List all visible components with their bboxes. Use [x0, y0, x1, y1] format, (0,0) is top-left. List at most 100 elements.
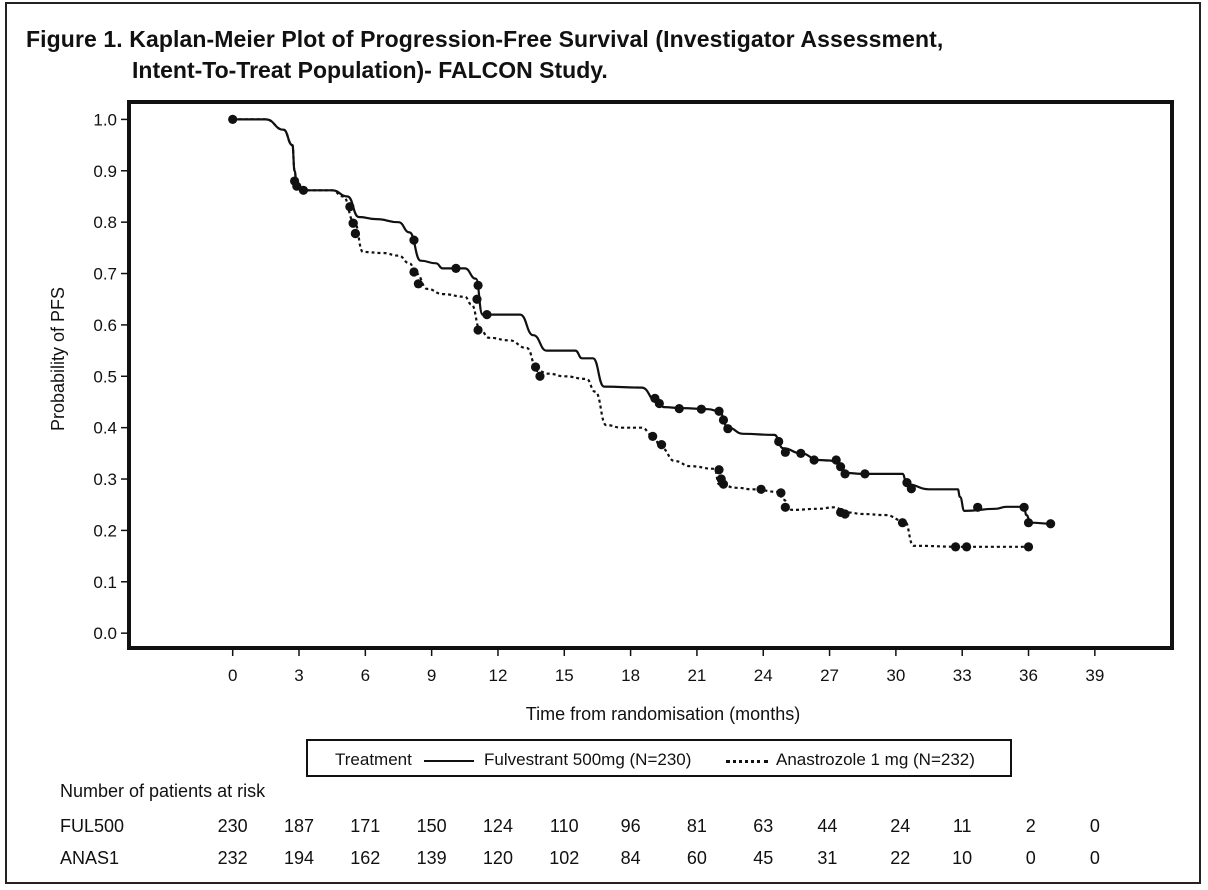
censor-mark-anastrozole: [1023, 542, 1034, 552]
legend-dashed-line-swatch: [726, 760, 768, 763]
risk-count: 120: [482, 848, 513, 868]
plot-area-border: [127, 100, 1174, 650]
x-tick-label: 0: [228, 666, 237, 685]
censor-mark-anastrozole: [530, 362, 541, 372]
figure-frame: [5, 2, 1201, 884]
censor-mark-anastrozole: [962, 542, 972, 552]
x-tick-label: 36: [1019, 666, 1038, 685]
censor-mark-fulvestrant: [473, 280, 483, 290]
censor-mark-fulvestrant: [696, 404, 706, 414]
risk-count: 11: [952, 816, 972, 836]
x-tick-label: 18: [621, 666, 640, 685]
censor-mark-anastrozole: [840, 509, 850, 519]
censor-mark-fulvestrant: [860, 469, 870, 479]
risk-count: 96: [620, 816, 641, 836]
censor-mark-fulvestrant: [831, 455, 841, 465]
y-axis: 0.0 0.1 0.2 0.3 0.4 0.5 0.6 0.7 0.8 0.9 1.0: [93, 110, 129, 643]
risk-count: 24: [890, 816, 911, 836]
risk-count: 171: [350, 816, 381, 836]
risk-count: 10: [952, 848, 973, 868]
censor-mark-fulvestrant: [774, 436, 784, 447]
risk-count: 230: [217, 816, 248, 836]
censor-mark-fulvestrant: [1019, 502, 1029, 512]
x-tick-label: 39: [1085, 666, 1104, 685]
y-tick-label: 0.5: [93, 367, 117, 386]
y-tick-label: 0.3: [93, 470, 117, 489]
risk-count: 81: [686, 816, 707, 836]
censor-mark-fulvestrant: [409, 235, 419, 245]
censor-mark-anastrozole: [413, 279, 423, 289]
censor-mark-anastrozole: [776, 488, 786, 498]
series-layer: [228, 114, 1056, 552]
censor-mark-fulvestrant: [472, 294, 482, 304]
legend-heading: Treatment: [335, 750, 412, 769]
x-tick-label: 30: [886, 666, 905, 685]
risk-count: 63: [753, 816, 774, 836]
censor-mark-anastrozole: [348, 218, 358, 228]
risk-table-title: Number of patients at risk: [60, 781, 266, 801]
censor-mark-fulvestrant: [723, 424, 733, 434]
censor-mark-anastrozole: [718, 479, 729, 489]
risk-count: 162: [350, 848, 381, 868]
censor-mark-fulvestrant: [345, 202, 355, 212]
censor-mark-anastrozole: [535, 371, 545, 381]
x-tick-label: 12: [489, 666, 508, 685]
legend-label-fulvestrant: Fulvestrant 500mg (N=230): [484, 750, 692, 769]
legend: Treatment Fulvestrant 500mg (N=230) Anas…: [306, 739, 1012, 777]
risk-count: 31: [817, 848, 838, 868]
figure-title-line-1: Figure 1. Kaplan-Meier Plot of Progressi…: [26, 26, 944, 52]
risk-count: 60: [686, 848, 707, 868]
risk-row-label: ANAS1: [60, 848, 120, 868]
censor-mark-anastrozole: [656, 440, 667, 450]
risk-count: 22: [890, 848, 911, 868]
risk-count: 102: [549, 848, 580, 868]
risk-count: 44: [817, 816, 838, 836]
risk-count: 2: [1025, 816, 1036, 836]
risk-count: 187: [283, 816, 315, 836]
y-tick-label: 0.1: [93, 573, 117, 592]
censor-mark-fulvestrant: [973, 502, 983, 512]
censor-mark-fulvestrant: [796, 448, 806, 458]
censor-mark-fulvestrant: [451, 263, 461, 273]
x-tick-label: 21: [687, 666, 706, 685]
risk-count: 0: [1089, 816, 1100, 836]
censor-mark-fulvestrant: [836, 462, 846, 472]
censor-mark-anastrozole: [714, 465, 724, 475]
censor-mark-fulvestrant: [674, 404, 684, 414]
risk-count: 110: [549, 816, 579, 836]
y-tick-label: 1.0: [93, 110, 117, 129]
y-tick-label: 0.9: [93, 162, 117, 181]
y-tick-label: 0.7: [93, 265, 117, 284]
risk-count: 124: [482, 816, 513, 836]
censor-mark-fulvestrant: [228, 114, 238, 125]
censor-mark-fulvestrant: [809, 455, 819, 465]
censor-mark-fulvestrant: [840, 469, 850, 479]
censor-mark-anastrozole: [409, 267, 419, 277]
risk-count: 139: [416, 848, 447, 868]
censor-mark-anastrozole: [950, 542, 961, 552]
y-tick-label: 0.4: [93, 419, 117, 438]
x-axis-label: Time from randomisation (months): [526, 704, 800, 724]
censor-mark-fulvestrant: [654, 398, 664, 409]
y-tick-label: 0.0: [93, 624, 117, 643]
x-tick-label: 15: [555, 666, 574, 685]
y-tick-label: 0.6: [93, 316, 117, 335]
censor-mark-anastrozole: [780, 502, 790, 512]
censor-mark-anastrozole: [473, 325, 483, 335]
y-axis-label: Probability of PFS: [48, 287, 68, 431]
x-tick-label: 24: [754, 666, 773, 685]
risk-count: 194: [283, 848, 315, 868]
x-tick-label: 9: [427, 666, 436, 685]
censor-mark-anastrozole: [350, 228, 360, 239]
censor-mark-fulvestrant: [1023, 518, 1034, 528]
figure-title-line-2: Intent-To-Treat Population)- FALCON Stud…: [132, 57, 608, 83]
risk-count: 84: [620, 848, 641, 868]
risk-count: 0: [1089, 848, 1100, 868]
risk-count: 232: [217, 848, 248, 868]
x-tick-label: 27: [820, 666, 839, 685]
series-line-fulvestrant: [232, 118, 1051, 525]
x-tick-label: 33: [953, 666, 972, 685]
censor-mark-fulvestrant: [1046, 519, 1056, 529]
x-tick-label: 3: [294, 666, 303, 685]
